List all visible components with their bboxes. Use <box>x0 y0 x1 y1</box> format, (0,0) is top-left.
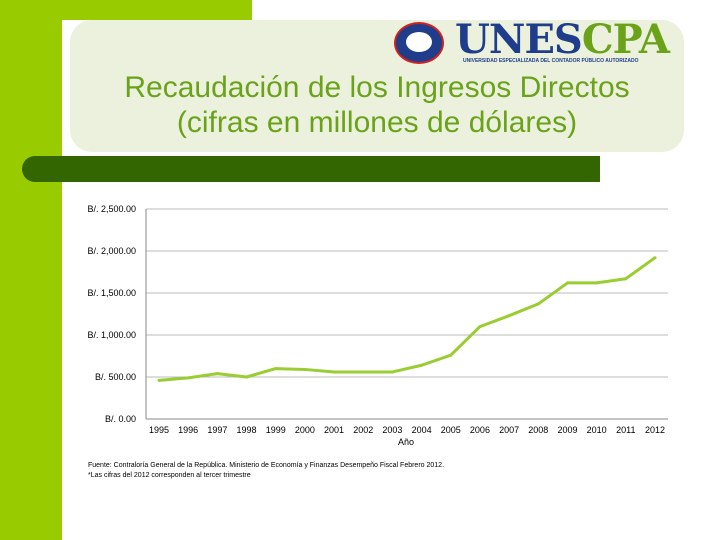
x-tick-label: 2006 <box>470 425 490 435</box>
data-point <box>420 363 424 367</box>
top-accent-bar <box>0 0 252 20</box>
x-axis-label: Año <box>398 437 414 447</box>
x-tick-label: 2012 <box>645 425 665 435</box>
logo-text-cpa: CPA <box>581 16 670 63</box>
y-tick-label: B/. 500.00 <box>95 372 136 382</box>
data-point <box>595 281 599 285</box>
slide-title: Recaudación de los Ingresos Directos (ci… <box>70 70 684 140</box>
x-tick-label: 1996 <box>178 425 198 435</box>
data-point <box>565 281 569 285</box>
slide-title-line-2: (cifras en millones de dólares) <box>176 106 578 139</box>
data-point <box>186 376 190 380</box>
data-point <box>245 375 249 379</box>
x-tick-label: 2002 <box>353 425 373 435</box>
x-tick-label: 1995 <box>149 425 169 435</box>
x-tick-label: 2007 <box>499 425 519 435</box>
title-panel <box>70 20 684 152</box>
data-point <box>653 256 657 260</box>
x-tick-label: 2011 <box>616 425 635 435</box>
data-point <box>390 370 394 374</box>
data-point <box>215 372 219 376</box>
title-divider-bar <box>22 156 600 182</box>
x-tick-label: 2005 <box>441 425 461 435</box>
data-point <box>332 370 336 374</box>
logo-seal-inner <box>406 32 432 52</box>
x-tick-label: 2001 <box>324 425 344 435</box>
data-point <box>478 325 482 329</box>
source-note: Fuente: Contraloría General de la Repúbl… <box>88 462 445 479</box>
x-tick-label: 1999 <box>266 425 286 435</box>
logo-subtext: UNIVERSIDAD ESPECIALIZADA DEL CONTADOR P… <box>463 58 639 64</box>
data-point <box>303 367 307 371</box>
y-tick-label: B/. 0.00 <box>105 414 136 424</box>
slide-title-line-1: Recaudación de los Ingresos Directos <box>124 71 630 104</box>
chart-grid <box>145 208 668 420</box>
x-tick-label: 2003 <box>382 425 402 435</box>
y-axis: B/. 0.00 B/. 500.00 B/. 1,000.00 B/. 1,500.… <box>87 204 136 424</box>
data-point <box>274 367 278 371</box>
y-tick-label: B/. 1,000.00 <box>87 330 136 340</box>
x-tick-label: 2009 <box>557 425 577 435</box>
logo-text-unes: UNES <box>455 16 583 63</box>
chart-series <box>157 256 657 382</box>
series-line <box>158 256 656 382</box>
x-tick-label: 1998 <box>237 425 257 435</box>
x-axis: 1995 1996 1997 1998 1999 2000 2001 2002 2003 2004… <box>149 425 665 435</box>
x-tick-label: 2008 <box>528 425 548 435</box>
x-tick-label: 2004 <box>412 425 432 435</box>
y-tick-label: B/. 2,500.00 <box>87 204 136 214</box>
x-tick-label: 1997 <box>207 425 227 435</box>
data-point <box>624 277 628 281</box>
x-tick-label: 2000 <box>295 425 315 435</box>
y-tick-label: B/. 2,000.00 <box>87 246 136 256</box>
data-point <box>449 353 453 357</box>
x-tick-label: 2010 <box>587 425 607 435</box>
logo: UNESCPA <box>455 16 670 63</box>
data-point <box>536 302 540 306</box>
data-point <box>507 314 511 318</box>
y-tick-label: B/. 1,500.00 <box>87 288 136 298</box>
data-point <box>157 378 161 382</box>
left-accent-bar <box>0 0 62 540</box>
data-point <box>361 370 365 374</box>
